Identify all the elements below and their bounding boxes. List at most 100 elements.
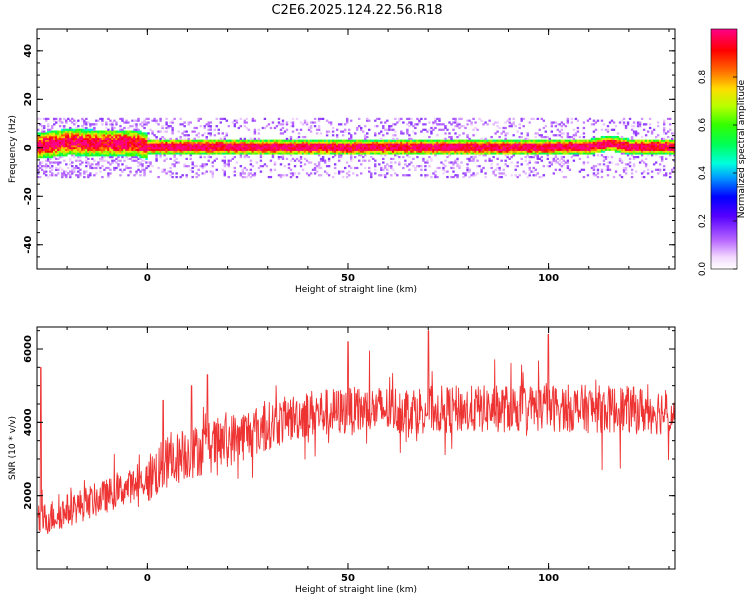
spectrogram-cell <box>189 168 192 171</box>
spectrogram-cell <box>215 152 218 155</box>
spectrogram-cell <box>67 135 70 139</box>
spectrogram-cell <box>225 119 228 122</box>
spectrogram-cell <box>169 166 172 170</box>
spectrogram-cell <box>107 141 110 144</box>
spectrogram-cell <box>57 163 60 166</box>
spectrogram-cell <box>430 159 433 162</box>
spectrogram-cell <box>600 139 604 142</box>
spectrogram-cell <box>265 146 269 150</box>
spectrogram-cell <box>277 146 281 150</box>
spectrogram-cell <box>540 139 543 142</box>
spectrogram-cell <box>574 146 578 150</box>
spectrogram-cell <box>327 150 331 153</box>
spectrogram-cell <box>117 152 120 155</box>
spectrogram-cell <box>610 145 614 148</box>
spectrogram-cell <box>317 143 321 146</box>
spectrogram-cell <box>444 125 447 128</box>
spectrogram-cell <box>360 143 363 146</box>
spectrogram-cell <box>219 139 222 142</box>
spectrogram-cell <box>594 128 598 131</box>
spectrogram-cell <box>412 146 415 150</box>
spectrogram-cell <box>630 135 634 139</box>
spectrogram-cell <box>195 126 198 130</box>
spectrogram-cell <box>668 123 672 126</box>
spectrogram-cell <box>578 145 582 148</box>
spectrogram-cell <box>592 139 596 142</box>
spectrogram-cell <box>482 145 485 148</box>
spectrogram-cell <box>454 145 457 148</box>
spectrogram-cell <box>430 148 433 151</box>
spectrogram-cell <box>345 150 349 153</box>
spectrogram-cell <box>566 161 570 164</box>
spectrogram-cell <box>137 135 140 139</box>
spectrogram-cell <box>147 141 150 144</box>
spectrogram-cell <box>329 123 333 126</box>
spectrogram-cell <box>91 145 94 148</box>
spectrogram-cell <box>394 134 397 137</box>
spectrogram-cell <box>169 141 172 144</box>
spectrogram-cell <box>628 141 632 144</box>
spectrogram-cell <box>526 150 529 153</box>
spectrogram-cell <box>454 117 457 121</box>
spectrogram-cell <box>464 126 467 130</box>
spectrogram-cell <box>201 134 204 137</box>
spectrogram-cell <box>582 148 586 151</box>
spectrogram-cell <box>153 145 156 148</box>
spectrogram-cell <box>207 145 210 148</box>
spectrogram-cell <box>468 175 471 179</box>
spectrogram-cell <box>77 134 80 137</box>
spectrogram-cell <box>638 150 642 153</box>
spectrogram-cell <box>91 157 94 161</box>
spectrogram-cell <box>65 139 68 142</box>
spectrogram-cell <box>636 143 640 146</box>
spectrogram-cell <box>396 141 399 144</box>
spectrogram-cell <box>237 139 241 142</box>
spectrogram-cell <box>636 145 640 148</box>
spectrogram-cell <box>554 168 558 171</box>
spectrogram-cell <box>109 150 112 153</box>
spectrogram-cell <box>454 152 457 155</box>
spectrogram-cell <box>640 154 644 157</box>
spectrogram-cell <box>291 130 295 133</box>
spectrogram-cell <box>406 143 409 146</box>
spectrogram-cell <box>386 119 389 122</box>
spectrogram-cell <box>75 128 78 131</box>
spectrogram-cell <box>572 159 576 162</box>
spectrogram-cell <box>422 145 425 148</box>
spectrogram-cell <box>213 139 216 142</box>
spectrogram-cell <box>245 126 249 130</box>
spectrogram-cell <box>558 141 562 144</box>
spectrogram-cell <box>560 148 564 151</box>
spectrogram-cell <box>297 143 301 146</box>
spectrogram-cell <box>45 139 48 142</box>
spectrogram-cell <box>103 168 106 171</box>
spectrogram-cell <box>251 165 255 168</box>
spectrogram-cell <box>47 157 50 161</box>
spectrogram-cell <box>77 166 80 170</box>
spectrogram-cell <box>564 148 568 151</box>
spectrogram-cell <box>217 150 220 153</box>
spectrogram-cell <box>85 150 88 153</box>
spectrogram-cell <box>650 170 654 173</box>
spectrogram-cell <box>63 154 66 157</box>
spectrogram-cell <box>366 117 369 121</box>
spectrogram-cell <box>135 146 138 150</box>
spectrogram-cell <box>89 150 92 153</box>
spectrogram-cell <box>269 170 273 173</box>
spectrogram-cell <box>203 163 206 166</box>
spectrogram-cell <box>492 146 495 150</box>
spectrogram-cell <box>311 145 315 148</box>
spectrogram-cell <box>315 128 319 131</box>
spectrogram-cell <box>398 146 401 150</box>
spectrogram-cell <box>273 141 277 144</box>
spectrogram-cell <box>327 157 331 161</box>
spectrogram-cell <box>137 168 140 171</box>
spectrogram-cell <box>59 135 62 139</box>
spectrogram-cell <box>560 132 564 135</box>
spectrogram-cell <box>646 154 650 157</box>
spectrogram-cell <box>191 130 194 133</box>
spectrogram-cell <box>99 134 102 137</box>
spectrogram-cell <box>193 139 196 142</box>
spectrogram-cell <box>662 128 666 131</box>
spectrogram-cell <box>390 146 393 150</box>
